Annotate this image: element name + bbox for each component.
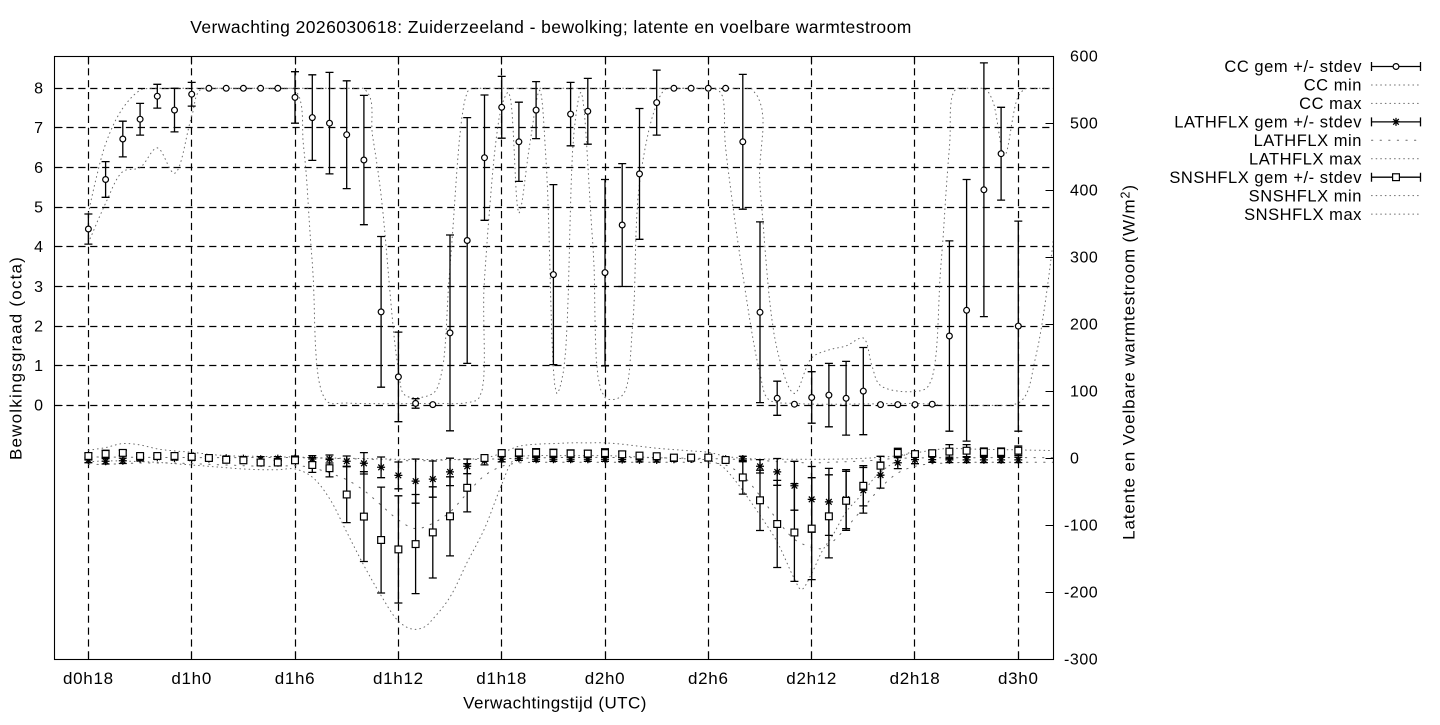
- svg-text:100: 100: [1070, 384, 1098, 401]
- svg-text:1: 1: [34, 358, 43, 375]
- svg-text:Latente en Voelbare warmtestro: Latente en Voelbare warmtestroom (W/m2): [1119, 184, 1139, 540]
- svg-text:-200: -200: [1064, 585, 1098, 602]
- svg-text:300: 300: [1070, 250, 1098, 267]
- svg-text:Verwachting 2026030618: Zuider: Verwachting 2026030618: Zuiderzeeland - …: [190, 17, 912, 37]
- svg-text:d1h0: d1h0: [171, 669, 212, 688]
- svg-text:d1h18: d1h18: [476, 669, 527, 688]
- svg-text:d0h18: d0h18: [63, 669, 114, 688]
- svg-text:-300: -300: [1064, 652, 1098, 669]
- svg-text:d2h0: d2h0: [585, 669, 626, 688]
- svg-text:SNSHFLX max: SNSHFLX max: [1244, 206, 1362, 224]
- svg-text:CC min: CC min: [1304, 77, 1362, 95]
- svg-text:500: 500: [1070, 116, 1098, 133]
- svg-text:d2h6: d2h6: [688, 669, 729, 688]
- svg-text:5: 5: [34, 200, 43, 217]
- svg-text:Verwachtingstijd (UTC): Verwachtingstijd (UTC): [463, 694, 647, 713]
- svg-text:d1h12: d1h12: [373, 669, 424, 688]
- svg-text:600: 600: [1070, 49, 1098, 66]
- svg-text:CC gem +/- stdev: CC gem +/- stdev: [1224, 58, 1362, 76]
- svg-text:d1h6: d1h6: [275, 669, 316, 688]
- svg-text:CC max: CC max: [1299, 95, 1362, 113]
- svg-text:d2h18: d2h18: [890, 669, 941, 688]
- svg-text:8: 8: [34, 81, 43, 98]
- svg-text:Bewolkingsgraad (octa): Bewolkingsgraad (octa): [7, 256, 26, 460]
- svg-text:LATHFLX min: LATHFLX min: [1254, 132, 1362, 150]
- svg-text:d3h0: d3h0: [998, 669, 1039, 688]
- svg-text:400: 400: [1070, 183, 1098, 200]
- svg-text:SNSHFLX gem +/- stdev: SNSHFLX gem +/- stdev: [1169, 169, 1362, 187]
- svg-text:-100: -100: [1064, 518, 1098, 535]
- svg-text:6: 6: [34, 160, 43, 177]
- svg-text:d2h12: d2h12: [786, 669, 837, 688]
- svg-text:200: 200: [1070, 317, 1098, 334]
- svg-text:4: 4: [34, 239, 43, 256]
- svg-text:SNSHFLX min: SNSHFLX min: [1249, 187, 1362, 205]
- svg-text:LATHFLX max: LATHFLX max: [1249, 150, 1362, 168]
- svg-text:LATHFLX gem +/- stdev: LATHFLX gem +/- stdev: [1174, 114, 1362, 132]
- svg-text:0: 0: [1070, 451, 1079, 468]
- svg-text:3: 3: [34, 279, 43, 296]
- svg-text:7: 7: [34, 120, 43, 137]
- svg-text:0: 0: [34, 398, 43, 415]
- svg-text:2: 2: [34, 318, 43, 335]
